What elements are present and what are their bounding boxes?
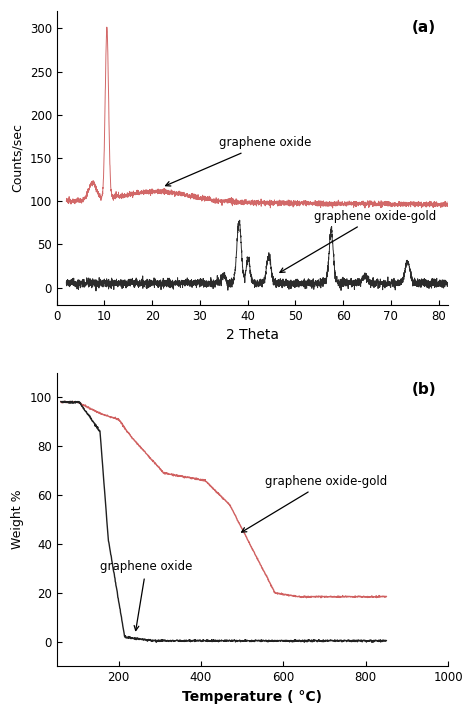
Y-axis label: Counts/sec: Counts/sec (11, 124, 24, 192)
Text: (a): (a) (412, 20, 437, 35)
Text: (b): (b) (412, 382, 437, 397)
Text: graphene oxide: graphene oxide (165, 137, 311, 186)
Text: graphene oxide-gold: graphene oxide-gold (242, 475, 387, 532)
Text: graphene oxide: graphene oxide (100, 561, 192, 631)
Text: graphene oxide-gold: graphene oxide-gold (280, 209, 437, 272)
X-axis label: 2 Theta: 2 Theta (226, 328, 279, 342)
Y-axis label: Weight %: Weight % (11, 490, 24, 549)
X-axis label: Temperature ( °C): Temperature ( °C) (182, 690, 322, 704)
